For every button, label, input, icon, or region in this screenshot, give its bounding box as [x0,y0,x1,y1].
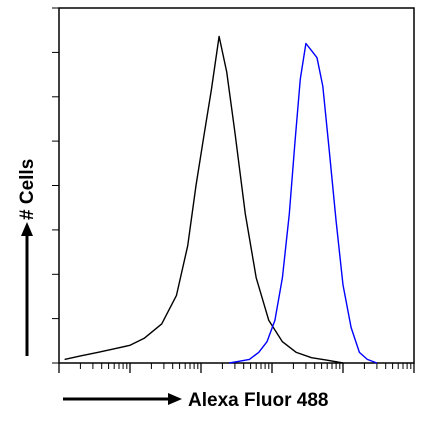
y-axis-arrowhead [21,222,33,236]
y-axis-label: # Cells [17,159,38,220]
x-axis-ticks [58,363,415,373]
y-axis-ticks [52,7,59,364]
x-axis-label: Alexa Fluor 488 [188,390,328,411]
x-axis-arrowhead [168,393,182,405]
series-line-2 [229,42,378,364]
plot-frame [58,7,415,364]
series-layer [64,35,378,364]
series-line-1 [64,35,344,364]
